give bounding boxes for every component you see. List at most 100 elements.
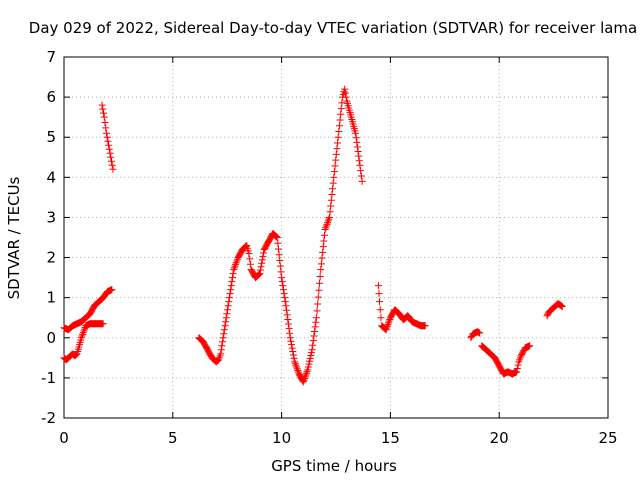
data-point [218,342,226,350]
plot-frame [63,56,609,419]
data-point [318,254,326,262]
y-tick-label: 3 [46,208,56,226]
data-point [314,300,322,308]
data-point [332,150,340,158]
data-point [382,326,390,334]
data-point [329,185,337,193]
data-point [328,191,336,199]
x-tick-label: 0 [59,429,69,447]
data-point [291,358,299,366]
data-point [335,127,343,135]
data-point [107,153,115,161]
y-tick-label: 7 [46,48,56,66]
data-point [101,119,109,127]
data-point [327,196,335,204]
data-point [227,286,235,294]
data-point [230,266,238,274]
data-point [77,334,85,342]
data-point [358,177,366,185]
data-point [383,322,391,330]
data-point [105,145,113,153]
data-point [337,105,345,113]
data-point [386,315,394,323]
data-point [289,348,297,356]
data-point [326,208,334,216]
data-point [231,262,239,270]
data-point [304,366,312,374]
data-point [286,334,294,342]
data-point [355,152,363,160]
data-point [341,85,349,93]
y-tick-label: 4 [46,168,56,186]
x-axis-label: GPS time / hours [271,457,397,475]
data-point [317,266,325,274]
data-point [281,294,289,302]
data-point [220,330,228,338]
data-point [102,124,110,132]
data-point [293,363,301,371]
data-point [342,93,350,101]
data-point [309,341,317,349]
y-tick-label: 0 [46,329,56,347]
y-tick-label: 1 [46,289,56,307]
data-point [319,243,327,251]
data-point [558,302,566,310]
data-point [314,293,322,301]
data-point [232,259,240,267]
data-point [311,327,319,335]
data-point [302,369,310,377]
data-point [219,334,227,342]
data-point [288,344,296,352]
data-point [105,141,113,149]
data-point [228,278,236,286]
data-point [276,262,284,270]
data-point [352,134,360,142]
data-point [338,99,346,107]
data-point [277,268,285,276]
data-point [109,165,117,173]
data-point [233,257,241,265]
data-point [286,329,294,337]
data-point [526,342,534,350]
data-point [320,237,328,245]
data-point [307,352,315,360]
data-point [319,248,327,256]
data-point [274,245,282,253]
data-point [514,361,522,369]
data-point [557,301,565,309]
data-point [256,266,264,274]
data-point [301,373,309,381]
data-point [287,337,295,345]
data-point [222,314,230,322]
data-point [377,314,385,322]
data-point [315,286,323,294]
data-point [324,217,332,225]
data-point [321,225,329,233]
y-tick-label: -2 [41,409,56,427]
data-point [354,148,362,156]
data-point [299,378,307,386]
data-point [334,133,342,141]
data-point [276,256,284,264]
data-point [233,255,241,263]
data-point [304,363,312,371]
data-point [357,172,365,180]
data-point [292,361,300,369]
data-point [275,251,283,259]
data-point [313,307,321,315]
data-point [246,260,254,268]
y-tick-label: 6 [46,88,56,106]
data-point [108,286,116,294]
data-point [513,368,521,376]
data-point [311,323,319,331]
data-point [294,366,302,374]
data-point [280,290,288,298]
data-point [352,129,360,137]
data-point [108,161,116,169]
data-point [309,337,317,345]
data-point [385,317,393,325]
data-point [255,271,263,279]
data-point [272,232,280,240]
data-point [278,274,286,282]
data-point [273,234,281,241]
